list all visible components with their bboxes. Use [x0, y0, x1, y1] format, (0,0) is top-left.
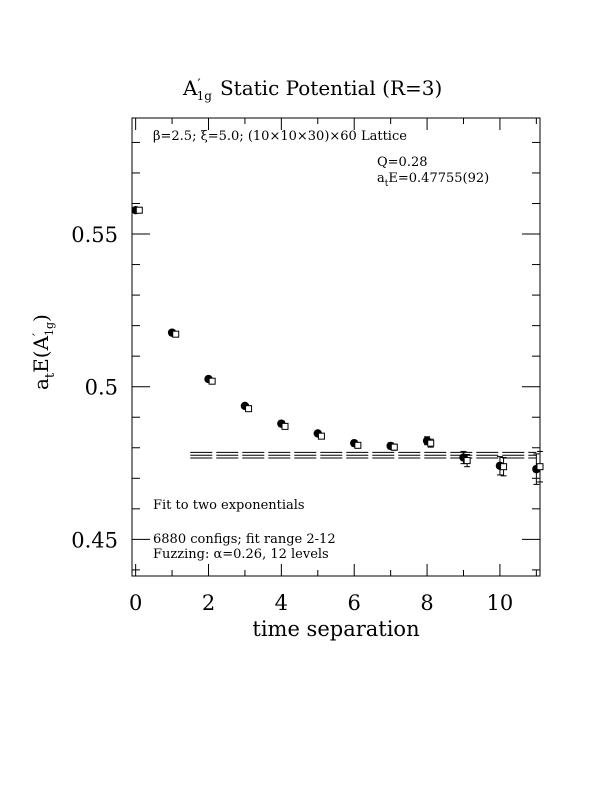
data-point-square: [208, 377, 216, 385]
y-tick-label: 0.5: [85, 376, 118, 400]
title-sub: 1g: [197, 89, 213, 103]
ylabel-prime: ′: [31, 333, 46, 336]
x-tick-label: 6: [348, 591, 361, 615]
x-tick-label: 8: [420, 591, 433, 615]
energy-annotation: atE=0.47755(92): [377, 171, 489, 189]
ylabel-t: t: [43, 372, 58, 378]
energy-value: E=0.47755(92): [388, 171, 489, 186]
data-point-square: [536, 463, 544, 471]
svg-text:atE(A′1g): atE(A′1g): [29, 314, 58, 390]
data-point-square: [245, 405, 253, 413]
data-point-square: [427, 439, 435, 447]
data-point-square: [354, 441, 362, 449]
x-axis-label: time separation: [252, 617, 419, 641]
y-tick-label: 0.55: [71, 223, 118, 247]
fuzzing-annotation: Fuzzing: α=0.26, 12 levels: [153, 547, 329, 562]
data-point-square: [500, 463, 508, 471]
energy-prefix: a: [377, 171, 385, 186]
ylabel-e: E(A: [29, 335, 53, 372]
fit-annotation: Fit to two exponentials: [153, 498, 305, 513]
ylabel-a: a: [29, 378, 53, 390]
ylabel-sub: 1g: [43, 322, 56, 336]
x-tick-label: 2: [202, 591, 215, 615]
y-axis-label: atE(A′1g): [29, 314, 58, 390]
x-tick-label: 0: [129, 591, 142, 615]
data-point-square: [281, 422, 289, 430]
data-points: [131, 206, 544, 485]
data-point-square: [317, 432, 325, 440]
chart-title: A′ 1g Static Potential (R=3): [182, 76, 442, 103]
data-point-square: [172, 330, 180, 338]
plot-frame: [131, 117, 541, 577]
ylabel-close: ): [29, 314, 53, 322]
y-tick-label: 0.45: [71, 528, 118, 552]
x-tick-label: 4: [275, 591, 288, 615]
x-tick-labels: 0 2 4 6 8 10: [129, 591, 513, 615]
data-point-square: [135, 206, 143, 214]
title-rest: Static Potential (R=3): [220, 76, 442, 100]
lattice-annotation: β=2.5; ξ=5.0; (10×10×30)×60 Lattice: [153, 129, 407, 144]
configs-annotation: 6880 configs; fit range 2-12: [153, 532, 336, 547]
q-annotation: Q=0.28: [377, 155, 428, 170]
title-main: A: [182, 76, 198, 100]
data-point-square: [463, 457, 471, 465]
axis-ticks: [132, 118, 540, 576]
title-prime: ′: [197, 77, 200, 93]
x-tick-label: 10: [487, 591, 514, 615]
y-tick-labels: 0.45 0.5 0.55: [71, 223, 118, 552]
data-point-square: [390, 443, 398, 451]
fit-band: [190, 451, 537, 459]
energy-sub: t: [385, 179, 389, 189]
